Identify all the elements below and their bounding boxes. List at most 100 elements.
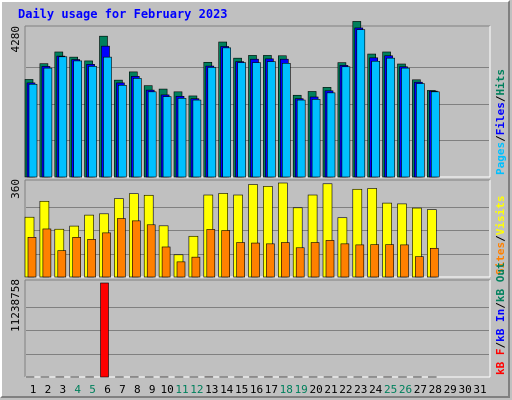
sites-bar-day-14 xyxy=(221,230,230,278)
x-tick-label-day-24: 24 xyxy=(369,383,383,396)
sites-bar-day-6 xyxy=(102,232,111,278)
sites-bar-day-23 xyxy=(355,244,365,278)
pages-bar-day-4 xyxy=(73,60,82,178)
pages-bar-day-22 xyxy=(341,66,351,178)
pages-bar-day-9 xyxy=(147,91,157,178)
sites-bar-day-26 xyxy=(400,244,409,278)
legend-text: / xyxy=(494,342,507,349)
sites-bar-day-18 xyxy=(280,242,290,278)
pages-bar-day-3 xyxy=(58,56,68,178)
pages-bar-day-15 xyxy=(237,62,246,178)
x-tick-label-day-17: 17 xyxy=(265,383,278,396)
x-tick-label-day-21: 21 xyxy=(324,383,337,396)
sites-bar-day-17 xyxy=(266,243,275,278)
x-tick-label-day-28: 28 xyxy=(429,383,442,396)
x-tick-label-day-9: 9 xyxy=(149,383,156,396)
pages-bar-day-8 xyxy=(133,78,142,178)
pages-bar-day-16 xyxy=(252,62,261,178)
sites-bar-day-13 xyxy=(206,229,216,278)
legend-text: kB In xyxy=(494,309,507,342)
legend-text: Sites xyxy=(494,242,507,275)
x-tick-label-day-12: 12 xyxy=(190,383,203,396)
sites-bar-day-15 xyxy=(236,242,245,278)
legend-panel-1: Pages/Files/Hits xyxy=(494,69,507,175)
pages-bar-day-12 xyxy=(192,99,202,178)
sites-bar-day-7 xyxy=(117,218,126,278)
x-tick-label-day-31: 31 xyxy=(473,383,486,396)
legend-text: kB Out xyxy=(494,262,507,302)
legend-text: Hits xyxy=(494,69,507,96)
sites-bar-day-22 xyxy=(340,243,350,278)
x-tick-label-day-3: 3 xyxy=(59,383,66,396)
legend-text: / xyxy=(494,302,507,309)
y-max-label-panel-2: 360 xyxy=(9,179,22,199)
x-tick-label-day-7: 7 xyxy=(119,383,126,396)
legend-text: Visits xyxy=(494,196,507,236)
legend-text: / xyxy=(494,95,507,102)
sites-bar-day-16 xyxy=(251,242,260,278)
sites-bar-day-19 xyxy=(295,247,305,278)
legend-text: Pages xyxy=(494,142,507,175)
sites-bar-day-24 xyxy=(370,244,380,278)
pages-bar-day-10 xyxy=(162,96,172,178)
sites-bar-day-4 xyxy=(72,237,81,278)
legend-text: kB F xyxy=(494,349,507,376)
pages-bar-day-20 xyxy=(311,99,321,178)
pages-bar-day-27 xyxy=(416,83,425,178)
sites-bar-day-12 xyxy=(191,256,201,278)
x-tick-label-day-8: 8 xyxy=(134,383,141,396)
sites-bar-day-8 xyxy=(132,220,141,278)
pages-bar-day-6 xyxy=(103,56,112,178)
x-tick-label-day-18: 18 xyxy=(280,383,293,396)
x-tick-label-day-1: 1 xyxy=(30,383,37,396)
sites-bar-day-21 xyxy=(325,240,335,278)
x-tick-label-day-19: 19 xyxy=(295,383,308,396)
chart-title: Daily usage for February 2023 xyxy=(18,7,228,21)
pages-bar-day-24 xyxy=(371,60,381,178)
pages-bar-day-5 xyxy=(88,66,97,178)
legend-text: / xyxy=(494,235,507,242)
pages-bar-day-2 xyxy=(43,67,53,178)
pages-bar-day-28 xyxy=(430,91,440,178)
pages-bar-day-7 xyxy=(118,84,127,178)
pages-bar-day-21 xyxy=(326,92,336,178)
legend-text: Files xyxy=(494,102,507,135)
legend-panel-2: Sites/Visits xyxy=(494,196,507,276)
sites-bar-day-3 xyxy=(57,250,67,278)
pages-bar-day-26 xyxy=(401,67,410,178)
legend-text: / xyxy=(494,135,507,142)
pages-bar-day-25 xyxy=(386,57,395,178)
sites-bar-day-11 xyxy=(176,261,186,278)
x-tick-label-day-27: 27 xyxy=(414,383,427,396)
x-tick-label-day-13: 13 xyxy=(205,383,218,396)
pages-bar-day-13 xyxy=(207,67,217,178)
x-tick-label-day-11: 11 xyxy=(175,383,188,396)
kbf-bar-day-6 xyxy=(100,282,109,378)
sites-bar-day-1 xyxy=(27,237,37,278)
x-tick-label-day-29: 29 xyxy=(444,383,457,396)
x-tick-label-day-22: 22 xyxy=(339,383,352,396)
x-tick-label-day-14: 14 xyxy=(220,383,234,396)
pages-bar-day-23 xyxy=(356,29,366,178)
pages-bar-day-1 xyxy=(28,83,38,178)
legend-panel-3: kB F/kB In/kB Out xyxy=(494,262,507,375)
sites-bar-day-25 xyxy=(385,244,394,278)
x-tick-label-day-5: 5 xyxy=(89,383,96,396)
x-tick-label-day-2: 2 xyxy=(45,383,52,396)
x-tick-label-day-25: 25 xyxy=(384,383,397,396)
sites-bar-day-28 xyxy=(429,247,439,278)
panel-3-area xyxy=(25,280,490,377)
x-tick-label-day-10: 10 xyxy=(160,383,173,396)
x-tick-label-day-6: 6 xyxy=(104,383,111,396)
x-tick-label-day-23: 23 xyxy=(354,383,367,396)
y-max-label-panel-1: 4280 xyxy=(9,26,22,53)
sites-bar-day-5 xyxy=(87,239,96,278)
sites-bar-day-9 xyxy=(146,224,156,278)
x-tick-label-day-20: 20 xyxy=(309,383,322,396)
x-tick-label-day-4: 4 xyxy=(74,383,81,396)
sites-bar-day-27 xyxy=(415,256,424,278)
pages-bar-day-19 xyxy=(296,99,306,178)
pages-bar-day-17 xyxy=(267,61,276,178)
